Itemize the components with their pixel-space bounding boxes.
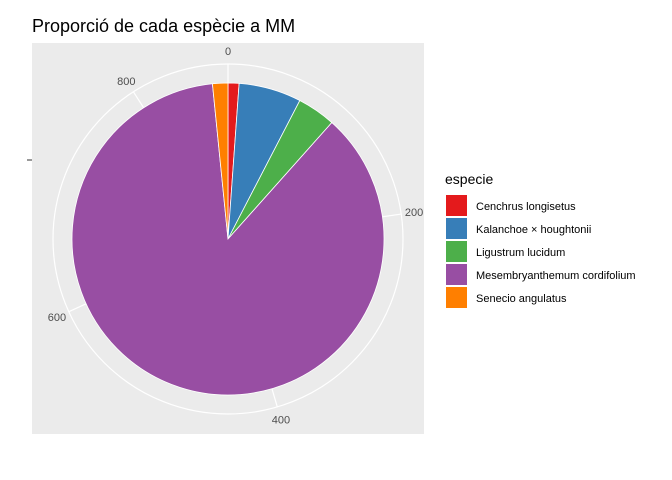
angle-ticks: 0 200 400 600 800 bbox=[48, 46, 423, 426]
pie-slice bbox=[211, 82, 229, 240]
legend-key bbox=[446, 218, 467, 239]
tick-label: 600 bbox=[48, 312, 66, 324]
legend-key bbox=[446, 264, 467, 285]
pie-slices bbox=[71, 82, 385, 396]
legend-title: especie bbox=[445, 171, 493, 187]
legend: especie Cenchrus longisetus Kalanchoe × h… bbox=[445, 171, 636, 308]
tick-label: 200 bbox=[405, 207, 423, 219]
tick-label: 400 bbox=[272, 414, 290, 426]
legend-label: Senecio angulatus bbox=[476, 293, 567, 305]
legend-label: Mesembryanthemum cordifolium bbox=[476, 270, 636, 282]
chart-title: Proporció de cada espècie a MM bbox=[32, 16, 295, 36]
legend-label: Ligustrum lucidum bbox=[476, 247, 565, 259]
legend-label: Kalanchoe × houghtonii bbox=[476, 224, 591, 236]
legend-key bbox=[446, 241, 467, 262]
tick-label: 0 bbox=[225, 46, 231, 58]
legend-key bbox=[446, 195, 467, 216]
pie-slice bbox=[71, 83, 385, 396]
legend-key bbox=[446, 287, 467, 308]
legend-label: Cenchrus longisetus bbox=[476, 201, 576, 213]
tick-label: 800 bbox=[117, 76, 135, 88]
